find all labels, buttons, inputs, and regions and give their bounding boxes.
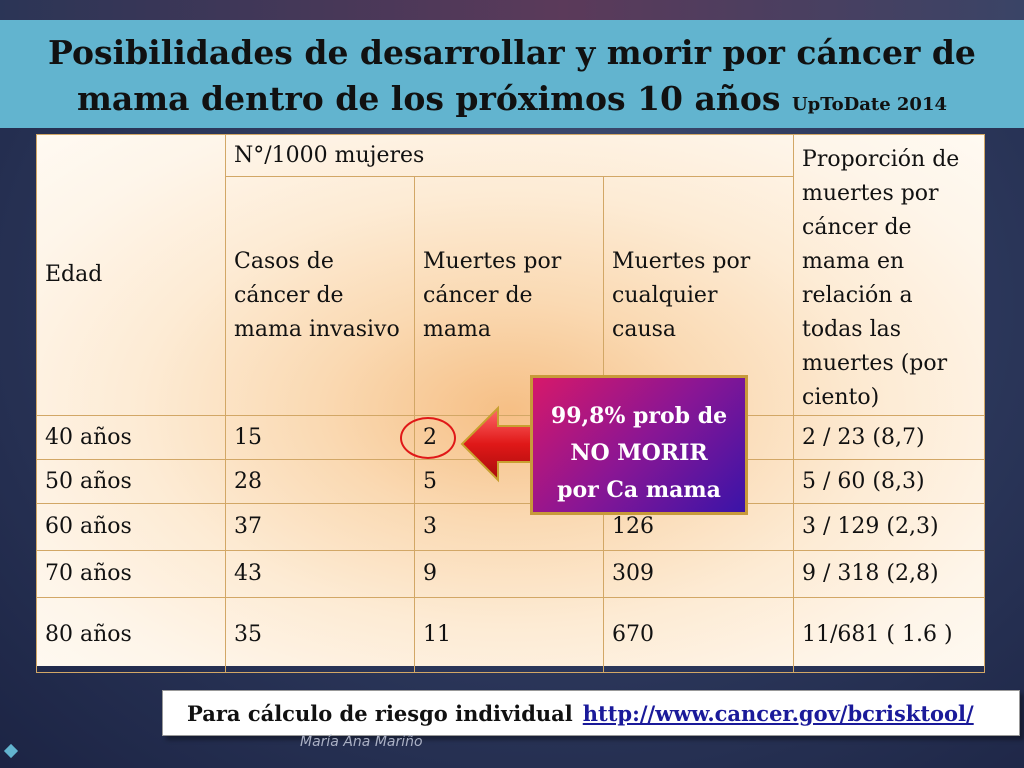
header-cases: Casos de cáncer de mama invasivo [225,176,415,416]
statistics-table-container: Edad N°/1000 mujeres Proporción de muert… [36,134,986,673]
title-line-1: Posibilidades de desarrollar y morir por… [48,33,976,72]
callout-line-3: por Ca mama [557,477,721,503]
cell-all-deaths: 670 [602,597,795,673]
table-row: 80 años 35 11 670 11/681 ( 1.6 ) [36,597,986,673]
cell-cases: 15 [225,415,415,460]
cell-proportion: 9 / 318 (2,8) [793,550,986,598]
cell-cases: 35 [225,597,415,673]
callout-line-2: NO MORIR [570,440,708,466]
cell-proportion: 3 / 129 (2,3) [793,503,986,551]
cell-cases: 43 [225,550,415,598]
cell-bc-deaths: 11 [414,597,604,673]
cell-proportion: 11/681 ( 1.6 ) [793,597,986,673]
cell-bc-deaths: 9 [414,550,604,598]
highlight-circle [400,417,456,459]
title-line-2: mama dentro de los próximos 10 años UpTo… [0,76,1024,128]
title-line-2-text: mama dentro de los próximos 10 años [76,79,781,118]
cell-all-deaths: 309 [602,550,795,598]
cell-age: 80 años [36,597,226,673]
header-age: Edad [36,134,226,416]
callout-line-1: 99,8% prob de [550,403,728,429]
cell-age: 70 años [36,550,226,598]
header-row-1: Edad N°/1000 mujeres Proporción de muert… [36,134,986,416]
top-decorative-band [0,0,1024,20]
diamond-bullet-icon [3,743,19,759]
table-row: 70 años 43 9 309 9 / 318 (2,8) [36,550,986,598]
header-group: N°/1000 mujeres [224,134,795,177]
cell-cases: 28 [225,459,415,504]
slide-title: Posibilidades de desarrollar y morir por… [0,20,1024,128]
survival-callout: 99,8% prob de NO MORIR por Ca mama [530,375,748,515]
title-source: UpToDate 2014 [791,94,948,115]
footer-label: Para cálculo de riesgo individual [187,701,573,726]
risk-tool-link[interactable]: http://www.cancer.gov/bcrisktool/ [582,701,974,726]
cell-age: 50 años [36,459,226,504]
header-proportion: Proporción de muertes por cáncer de mama… [793,134,986,416]
cell-cases: 37 [225,503,415,551]
table-row: 60 años 37 3 126 3 / 129 (2,3) [36,503,986,551]
cell-age: 40 años [36,415,226,460]
author-name: María Ana Mariño [300,734,423,750]
cell-proportion: 5 / 60 (8,3) [793,459,986,504]
cell-proportion: 2 / 23 (8,7) [793,415,986,460]
risk-calculator-note: Para cálculo de riesgo individual http://… [162,690,1020,736]
cell-age: 60 años [36,503,226,551]
